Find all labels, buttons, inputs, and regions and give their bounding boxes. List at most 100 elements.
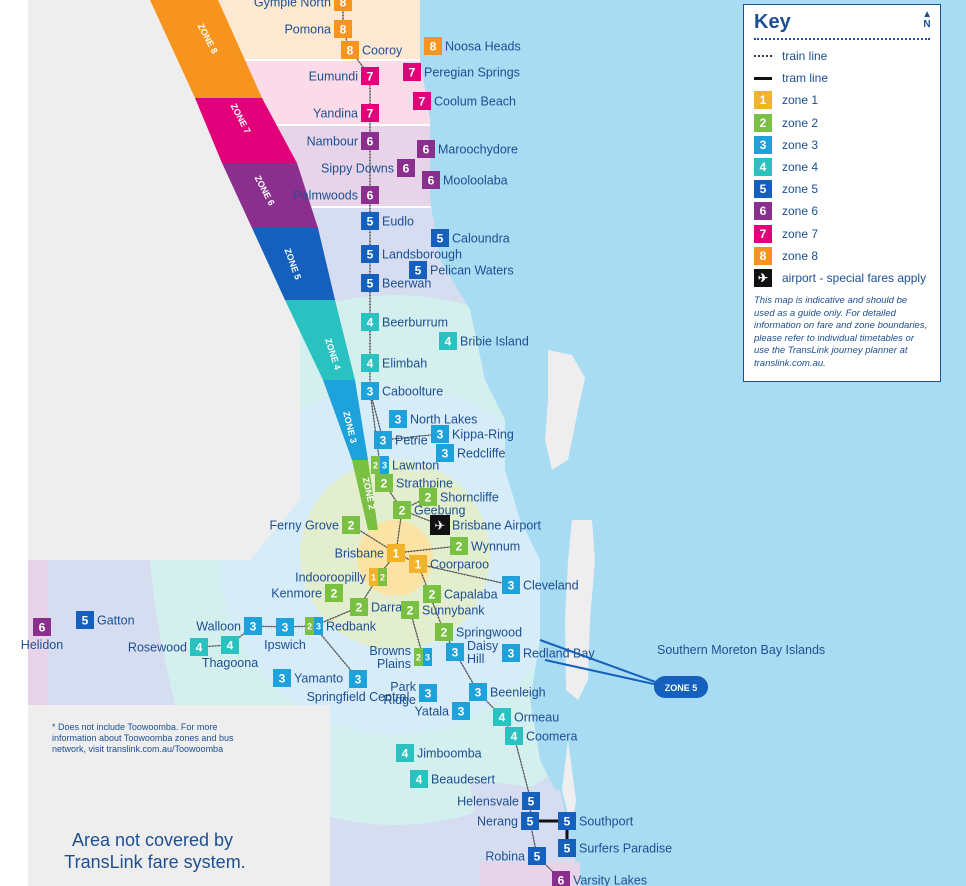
station-browns-plains[interactable]: 2 3 Browns Plains (369, 644, 432, 671)
station-label: Petrie (395, 434, 428, 448)
zone-1-swatch: 1 (754, 91, 772, 110)
station-springwood[interactable]: 2 Springwood (435, 623, 522, 641)
station-elimbah[interactable]: 4 Elimbah (361, 354, 427, 372)
station-varsity-lakes[interactable]: 6 Varsity Lakes (552, 871, 647, 886)
station-nerang[interactable]: 5 Nerang (477, 812, 539, 830)
station-cooroy[interactable]: 8 Cooroy (341, 41, 403, 59)
zone-badge-text: 3 (452, 646, 459, 660)
station-noosa-heads[interactable]: 8 Noosa Heads (424, 37, 521, 55)
station-label: Thagoona (202, 656, 258, 670)
zone-badge-text: 2 (380, 573, 385, 583)
station-yamanto[interactable]: 3 Yamanto (273, 669, 343, 687)
station-cleveland[interactable]: 3 Cleveland (502, 576, 579, 594)
zone-badge-text: 2 (348, 519, 355, 533)
key-item-zone-2: 2 zone 2 (754, 112, 930, 134)
key-item-tram-line: tram line (754, 67, 930, 89)
station-kenmore[interactable]: 2 Kenmore (271, 584, 343, 602)
zone-badge-text: 2 (381, 477, 388, 491)
station-southport[interactable]: 5 Southport (558, 812, 634, 830)
zone-badge-text: 5 (564, 815, 571, 829)
station-label: Bribie Island (460, 335, 529, 349)
station-rosewood[interactable]: 4 Rosewood (128, 638, 208, 656)
station-nambour[interactable]: 6 Nambour (307, 132, 379, 150)
station-brisbane[interactable]: 1 Brisbane (335, 544, 405, 562)
station-label: Indooroopilly (295, 571, 367, 585)
zone-badge-text: 1 (393, 547, 400, 561)
station-palmwoods[interactable]: 6 Palmwoods (293, 186, 379, 204)
station-helidon[interactable]: 6 Helidon (21, 618, 63, 652)
station-gatton[interactable]: 5 Gatton (76, 611, 135, 629)
station-geebung[interactable]: 2 Geebung (393, 501, 465, 519)
station-yandina[interactable]: 7 Yandina (313, 104, 379, 122)
key-item-zone-3: 3 zone 3 (754, 134, 930, 156)
station-label: North Lakes (410, 413, 477, 427)
station-wynnum[interactable]: 2 Wynnum (450, 537, 520, 555)
station-walloon[interactable]: 3 Walloon (196, 617, 262, 635)
station-beerwah[interactable]: 5 Beerwah (361, 274, 431, 292)
key-item-train-line: train line (754, 45, 930, 67)
station-north-lakes[interactable]: 3 North Lakes (389, 410, 477, 428)
station-label: Ormeau (514, 711, 559, 725)
tram-line-icon (754, 76, 772, 80)
station-capalaba[interactable]: 2 Capalaba (423, 585, 498, 603)
station-springfield-central[interactable]: 3 Springfield Central (307, 670, 410, 704)
station-darra[interactable]: 2 Darra (350, 598, 402, 616)
station-daisy-hill[interactable]: 3 Daisy Hill (446, 639, 499, 666)
station-park-ridge[interactable]: 3 Park Ridge (383, 680, 437, 707)
station-lawnton[interactable]: 2 3 Lawnton (371, 456, 439, 474)
station-helensvale[interactable]: 5 Helensvale (457, 792, 540, 810)
key-item-zone-6: 6 zone 6 (754, 200, 930, 222)
zone-badge-text: 2 (456, 540, 463, 554)
station-gympie-north[interactable]: 8 Gympie North (254, 0, 352, 11)
station-bribie-island[interactable]: 4 Bribie Island (439, 332, 529, 350)
station-coomera[interactable]: 4 Coomera (505, 727, 577, 745)
zone-badge-text: 2 (416, 653, 421, 663)
key-item-label: zone 2 (782, 115, 819, 130)
station-label: Ipswich (264, 638, 306, 652)
station-sippy-downs[interactable]: 6 Sippy Downs (321, 159, 415, 177)
station-eudlo[interactable]: 5 Eudlo (361, 212, 414, 230)
zone-badge-text: 5 (367, 277, 374, 291)
station-pomona[interactable]: 8 Pomona (284, 20, 352, 38)
zone-badge-text: 7 (409, 66, 416, 80)
station-redbank[interactable]: 2 3 Redbank (305, 617, 377, 635)
station-caloundra[interactable]: 5 Caloundra (431, 229, 510, 247)
station-beerburrum[interactable]: 4 Beerburrum (361, 313, 448, 331)
station-coolum-beach[interactable]: 7 Coolum Beach (413, 92, 516, 110)
station-kippa-ring[interactable]: 3 Kippa-Ring (431, 425, 514, 443)
southern-moreton-label: Southern Moreton Bay Islands (657, 643, 825, 657)
station-brisbane-airport[interactable]: ✈ Brisbane Airport (430, 515, 541, 535)
station-label: Mooloolaba (443, 174, 508, 188)
station-indooroopilly[interactable]: 1 2 Indooroopilly (295, 568, 387, 586)
station-redcliffe[interactable]: 3 Redcliffe (436, 444, 505, 462)
station-redland-bay[interactable]: 3 Redland Bay (502, 644, 595, 662)
station-yatala[interactable]: 3 Yatala (414, 702, 470, 720)
station-strathpine[interactable]: 2 Strathpine (375, 474, 453, 492)
zone-badge-text: 7 (367, 107, 374, 121)
station-surfers-paradise[interactable]: 5 Surfers Paradise (558, 839, 672, 857)
station-mooloolaba[interactable]: 6 Mooloolaba (422, 171, 508, 189)
station-sunnybank[interactable]: 2 Sunnybank (401, 601, 485, 619)
station-landsborough[interactable]: 5 Landsborough (361, 245, 462, 263)
station-ormeau[interactable]: 4 Ormeau (493, 708, 559, 726)
station-beenleigh[interactable]: 3 Beenleigh (469, 683, 546, 701)
station-pelican-waters[interactable]: 5 Pelican Waters (409, 261, 514, 279)
zone-5-pill (654, 676, 708, 698)
station-caboolture[interactable]: 3 Caboolture (361, 382, 443, 400)
key-title: Key (754, 11, 930, 40)
station-coorparoo[interactable]: 1 Coorparoo (409, 555, 489, 573)
station-label: Palmwoods (293, 189, 358, 203)
station-thagoona[interactable]: 4 Thagoona (202, 636, 258, 670)
station-shorncliffe[interactable]: 2 Shorncliffe (419, 488, 499, 506)
station-eumundi[interactable]: 7 Eumundi (309, 67, 379, 85)
station-robina[interactable]: 5 Robina (485, 847, 546, 865)
zone-4-swatch: 4 (754, 158, 772, 177)
station-petrie[interactable]: 3 Petrie (374, 431, 428, 449)
station-peregian-springs[interactable]: 7 Peregian Springs (403, 63, 520, 81)
station-jimboomba[interactable]: 4 Jimboomba (396, 744, 482, 762)
station-label: Coorparoo (430, 558, 489, 572)
station-ferny-grove[interactable]: 2 Ferny Grove (270, 516, 360, 534)
station-maroochydore[interactable]: 6 Maroochydore (417, 140, 518, 158)
station-beaudesert[interactable]: 4 Beaudesert (410, 770, 495, 788)
station-ipswich[interactable]: 3 Ipswich (264, 618, 306, 652)
